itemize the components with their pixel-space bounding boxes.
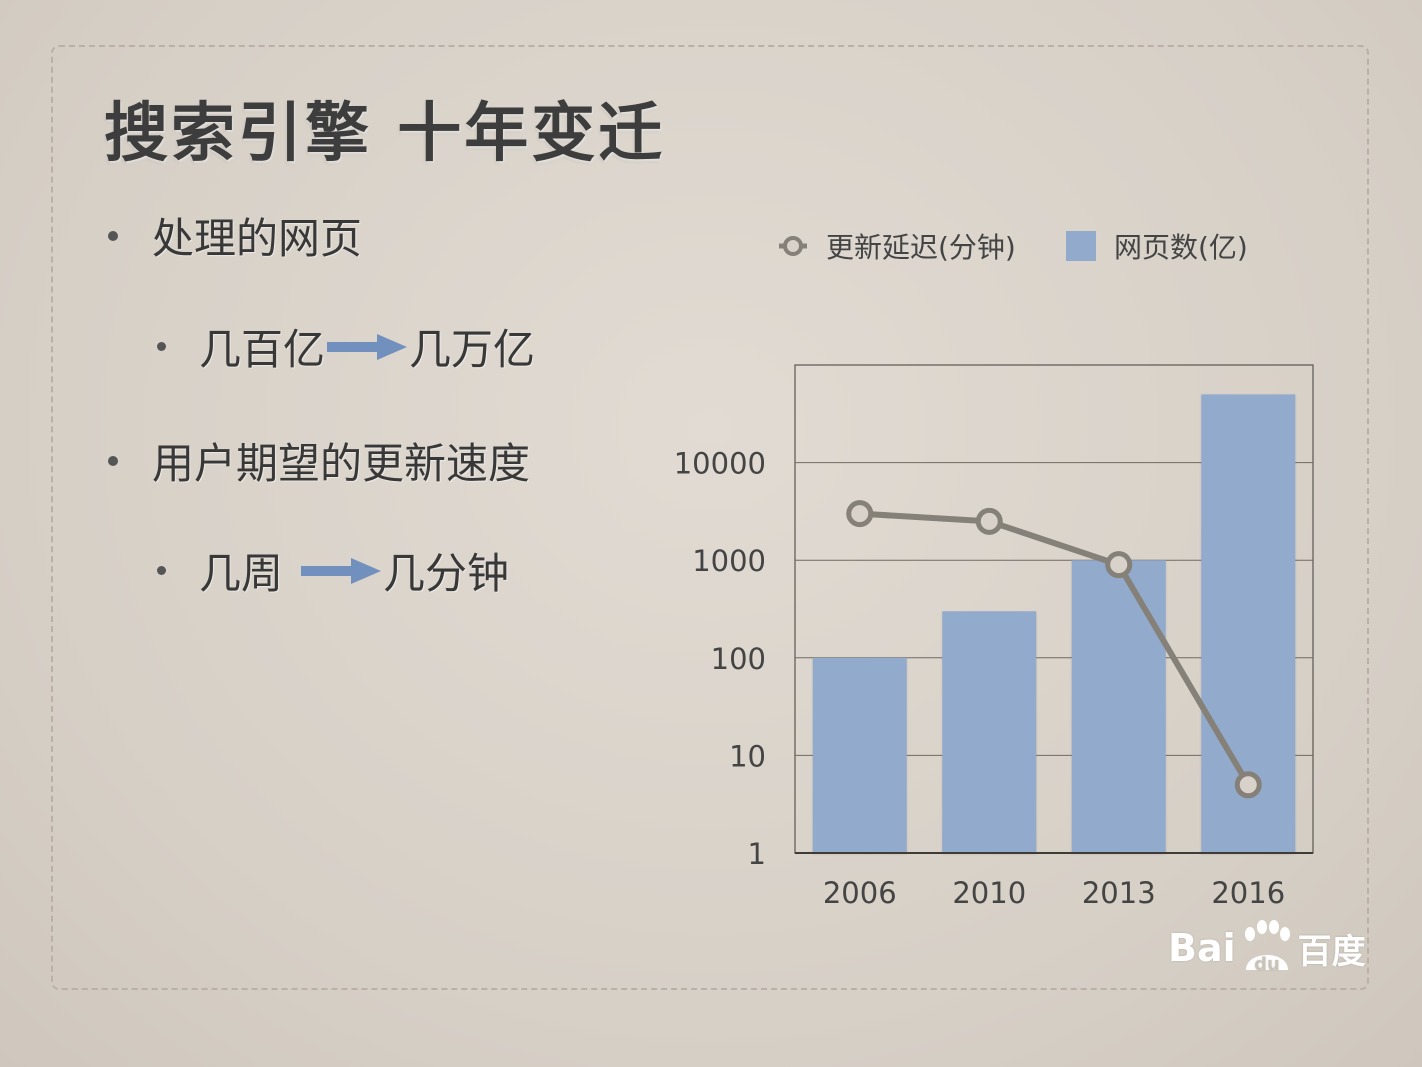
y-tick-label: 10 <box>729 739 766 773</box>
right-arrow-icon <box>327 333 408 360</box>
x-tick-label: 2013 <box>1082 876 1156 910</box>
bullet-update-speed: 用户期望的更新速度 <box>108 430 530 491</box>
bar-2006 <box>812 657 907 853</box>
bar-2013 <box>1071 560 1166 853</box>
bullet-dot <box>157 566 166 575</box>
baidu-watermark: Bai du 百度 <box>1168 920 1366 976</box>
bullet-pages-text: 处理的网页 <box>152 214 363 263</box>
bullet-speed-change: 几周 几分钟 <box>157 540 509 601</box>
slide-frame <box>51 45 1369 990</box>
pages-from-text: 几百亿 <box>199 325 326 374</box>
bullet-pages: 处理的网页 <box>108 205 362 266</box>
line-series <box>856 510 1252 788</box>
bar-2010 <box>942 611 1037 853</box>
legend-bar-swatch <box>1066 231 1096 261</box>
baidu-logo-cn: 百度 <box>1297 931 1366 972</box>
right-arrow-icon <box>301 557 382 584</box>
baidu-paw-icon: du <box>1244 920 1290 975</box>
bullet-update-speed-text: 用户期望的更新速度 <box>152 439 531 488</box>
x-tick-label: 2006 <box>823 876 897 910</box>
pages-to-text: 几万亿 <box>409 325 536 374</box>
y-tick-label: 1 <box>748 837 766 871</box>
line-point-2010 <box>975 507 1003 535</box>
bullet-dot <box>157 342 166 351</box>
y-tick-label: 100 <box>711 642 766 676</box>
bullet-dot <box>108 455 118 466</box>
bullet-dot <box>108 230 118 241</box>
line-point-2016 <box>1234 771 1262 799</box>
legend-label-bar: 网页数(亿) <box>1114 231 1248 264</box>
y-tick-label: 1000 <box>692 544 766 578</box>
slide-title: 搜索引擎 十年变迁 <box>104 97 666 171</box>
line-point-2006 <box>846 500 874 528</box>
line-point-2013 <box>1105 551 1133 579</box>
x-tick-label: 2016 <box>1211 876 1285 910</box>
legend-label-line: 更新延迟(分钟) <box>826 231 1016 264</box>
baidu-logo-latin: Bai <box>1168 926 1236 970</box>
speed-from-text: 几周 <box>199 549 284 598</box>
speed-to-text: 几分钟 <box>383 549 510 598</box>
baidu-paw-text: du <box>1254 954 1280 975</box>
legend-line-marker <box>783 236 803 256</box>
bullet-pages-change: 几百亿 几万亿 <box>157 316 535 377</box>
y-tick-label: 10000 <box>674 447 766 481</box>
x-tick-label: 2010 <box>952 876 1026 910</box>
